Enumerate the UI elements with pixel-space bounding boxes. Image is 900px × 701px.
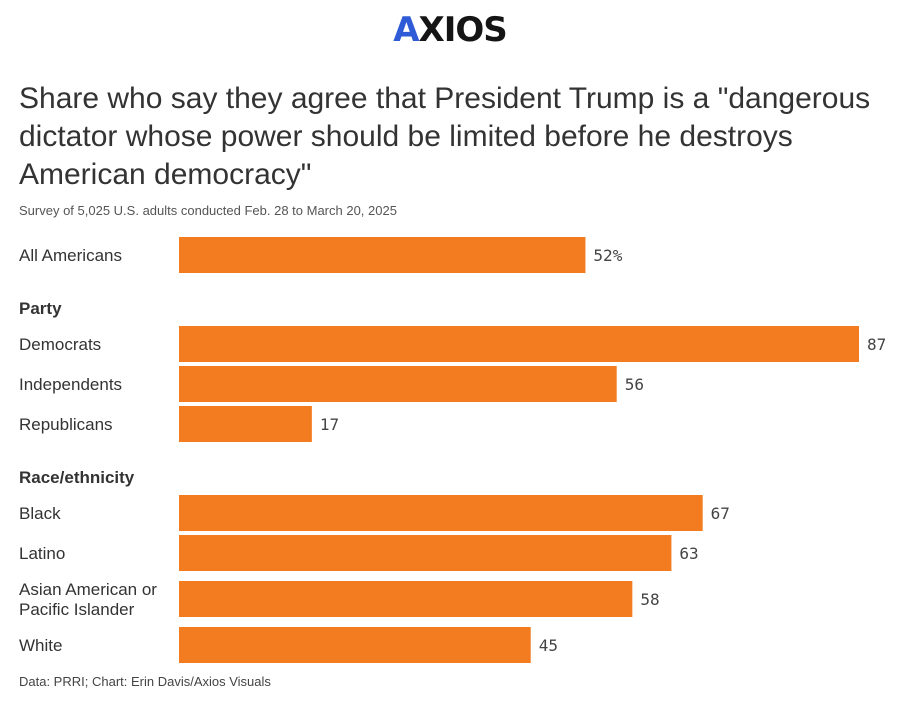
category-label-asian-american-or-pacific-islander: Asian American or Pacific Islander (19, 580, 157, 619)
bar-democrats (179, 326, 859, 362)
value-label-independents: 56 (625, 375, 644, 394)
logo-text: AXIOS (393, 10, 508, 50)
category-label-independents: Independents (19, 375, 122, 394)
category-label-line: Independents (19, 375, 122, 394)
category-label-black: Black (19, 504, 61, 523)
bar-all-americans (179, 237, 586, 273)
value-label-black: 67 (711, 504, 730, 523)
chart-subtitle: Survey of 5,025 U.S. adults conducted Fe… (19, 203, 397, 218)
category-label-white: White (19, 636, 62, 655)
category-label-line: Latino (19, 544, 65, 563)
category-label-line: Black (19, 504, 61, 523)
bar-latino (179, 535, 672, 571)
chart-source: Data: PRRI; Chart: Erin Davis/Axios Visu… (19, 674, 271, 689)
category-label-all-americans: All Americans (19, 246, 122, 265)
value-label-latino: 63 (679, 544, 698, 563)
value-label-white: 45 (539, 636, 558, 655)
category-label-line: All Americans (19, 246, 122, 265)
category-label-line: Pacific Islander (19, 600, 135, 619)
group-heading-party: Party (19, 299, 62, 318)
axios-logo: AXIOS (0, 12, 900, 48)
category-label-line: Asian American or (19, 580, 157, 599)
bar-independents (179, 366, 617, 402)
category-label-line: Democrats (19, 335, 101, 354)
category-label-latino: Latino (19, 544, 65, 563)
group-heading-race-ethnicity: Race/ethnicity (19, 468, 135, 487)
logo-a-mark: A (393, 10, 419, 50)
value-label-asian-american-or-pacific-islander: 58 (640, 590, 659, 609)
value-label-democrats: 87 (867, 335, 886, 354)
bar-black (179, 495, 703, 531)
category-label-democrats: Democrats (19, 335, 101, 354)
category-label-line: White (19, 636, 62, 655)
value-label-republicans: 17 (320, 415, 339, 434)
bar-white (179, 627, 531, 663)
value-label-all-americans: 52% (593, 246, 622, 265)
chart-title: Share who say they agree that President … (19, 82, 871, 191)
bar-republicans (179, 406, 312, 442)
category-label-republicans: Republicans (19, 415, 113, 434)
bar-asian-american-or-pacific-islander (179, 581, 633, 617)
category-label-line: Republicans (19, 415, 113, 434)
